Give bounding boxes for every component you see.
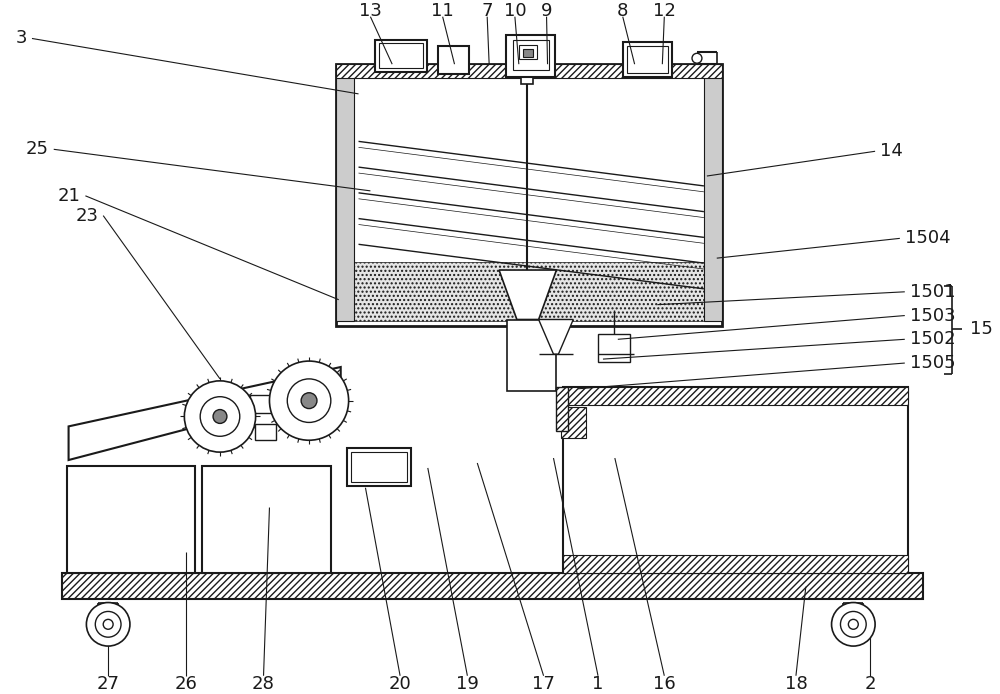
Bar xyxy=(521,74,533,84)
Text: 20: 20 xyxy=(389,675,411,693)
Text: 17: 17 xyxy=(532,675,555,693)
Text: 21: 21 xyxy=(58,187,80,205)
Circle shape xyxy=(213,409,227,423)
Bar xyxy=(375,40,427,72)
Bar xyxy=(438,46,469,74)
Text: 13: 13 xyxy=(359,2,382,19)
Circle shape xyxy=(840,611,866,637)
Bar xyxy=(62,573,923,599)
Bar xyxy=(623,42,672,77)
Bar xyxy=(598,335,630,362)
Text: 19: 19 xyxy=(456,675,479,693)
Circle shape xyxy=(301,393,317,409)
Text: 15: 15 xyxy=(970,321,993,339)
Bar xyxy=(250,395,277,412)
Circle shape xyxy=(832,602,875,646)
Bar xyxy=(506,35,555,77)
Text: 10: 10 xyxy=(504,2,526,19)
Text: 12: 12 xyxy=(653,2,676,19)
Bar xyxy=(336,64,722,78)
Circle shape xyxy=(692,53,702,63)
Text: 7: 7 xyxy=(481,2,493,19)
Bar xyxy=(561,407,586,439)
Text: 14: 14 xyxy=(880,142,903,160)
Text: 9: 9 xyxy=(541,2,552,19)
Bar xyxy=(507,319,556,391)
Bar xyxy=(255,425,276,440)
Text: 27: 27 xyxy=(97,675,120,693)
Text: 25: 25 xyxy=(26,140,49,158)
Bar xyxy=(563,555,908,573)
Text: 3: 3 xyxy=(16,29,27,47)
Polygon shape xyxy=(539,319,573,354)
Bar xyxy=(556,387,568,432)
Bar xyxy=(347,448,411,486)
Text: 1501: 1501 xyxy=(910,282,955,301)
Text: 1: 1 xyxy=(592,675,604,693)
Text: 26: 26 xyxy=(175,675,198,693)
Circle shape xyxy=(103,619,113,629)
Bar xyxy=(336,64,722,326)
Text: 1505: 1505 xyxy=(910,354,955,372)
Circle shape xyxy=(95,611,121,637)
Circle shape xyxy=(287,379,331,423)
Bar xyxy=(627,46,668,73)
Bar xyxy=(513,40,549,70)
Text: 8: 8 xyxy=(617,2,628,19)
Text: 1504: 1504 xyxy=(905,229,950,247)
Text: 18: 18 xyxy=(785,675,807,693)
Bar xyxy=(67,466,195,573)
Text: 11: 11 xyxy=(431,2,454,19)
Bar xyxy=(704,69,722,321)
Polygon shape xyxy=(69,367,341,460)
Polygon shape xyxy=(499,270,556,319)
Bar xyxy=(202,466,331,573)
Circle shape xyxy=(200,397,240,437)
Text: 16: 16 xyxy=(653,675,676,693)
Circle shape xyxy=(269,361,349,440)
Circle shape xyxy=(848,619,858,629)
Bar xyxy=(563,387,908,405)
Bar xyxy=(519,45,537,59)
Bar xyxy=(523,49,533,58)
Bar xyxy=(354,262,704,321)
Text: 28: 28 xyxy=(252,675,275,693)
Circle shape xyxy=(184,381,256,452)
Text: 1503: 1503 xyxy=(910,307,955,325)
Text: 23: 23 xyxy=(75,207,98,225)
Bar xyxy=(563,387,908,573)
Bar xyxy=(351,452,407,482)
Text: 1502: 1502 xyxy=(910,330,955,348)
Circle shape xyxy=(86,602,130,646)
Bar xyxy=(379,44,423,68)
Text: 2: 2 xyxy=(864,675,876,693)
Bar xyxy=(336,69,354,321)
